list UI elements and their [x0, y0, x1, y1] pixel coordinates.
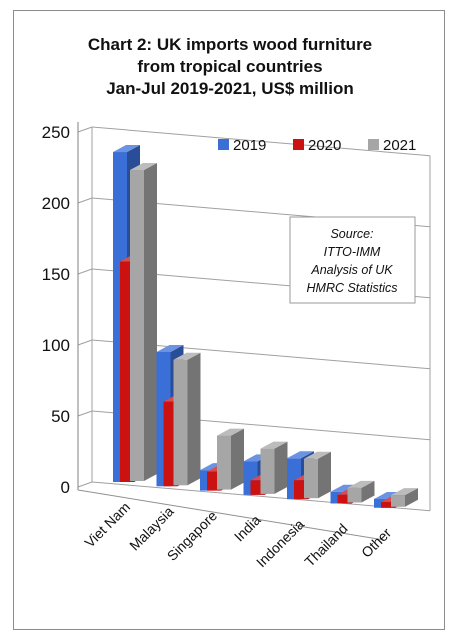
legend-swatch: [218, 139, 229, 150]
legend-label: 2019: [233, 137, 266, 154]
source-note: Source: ITTO-IMM Analysis of UK HMRC Sta…: [289, 216, 416, 304]
legend-swatch: [368, 139, 379, 150]
side-gridline: [77, 481, 93, 488]
chart-title-line-2: from tropical countries: [137, 57, 322, 76]
bar-group: [243, 441, 288, 495]
gridline: [91, 481, 431, 512]
bar-top: [113, 145, 140, 153]
legend-label: 2021: [383, 137, 416, 154]
bar-side: [144, 163, 157, 481]
source-box-border: [289, 216, 416, 304]
bar-group: [287, 451, 331, 500]
y-tick-label: 0: [61, 478, 70, 497]
bar-top: [173, 352, 201, 360]
y-axis-ticks: 0 50 100 150 200 250: [42, 123, 70, 497]
axes: [77, 122, 385, 541]
bar-group: [156, 344, 201, 487]
bar: [217, 435, 231, 490]
bar-side: [187, 352, 201, 486]
legend: 2019 2020 2021: [218, 137, 416, 154]
bar-side: [361, 480, 375, 503]
bar-top: [391, 488, 418, 496]
source-line-1: Source:: [330, 227, 373, 241]
x-category-label: India: [231, 512, 264, 545]
side-gridline: [77, 410, 93, 417]
bar-group: [113, 145, 157, 483]
legend-label: 2020: [308, 137, 341, 154]
bar: [130, 170, 144, 481]
bar-side: [405, 488, 418, 507]
x-axis-floor-edge: [77, 489, 385, 541]
bar: [337, 494, 352, 504]
legend-swatch: [293, 139, 304, 150]
chart-frame: [13, 10, 445, 630]
bar-top: [217, 428, 244, 436]
gridline: [91, 126, 431, 157]
y-tick-label: 200: [42, 194, 70, 213]
bar-top: [130, 163, 157, 171]
bar-top: [260, 441, 288, 449]
bar: [173, 359, 188, 486]
bars: [113, 145, 418, 508]
y-tick-label: 250: [42, 123, 70, 142]
side-gridline: [77, 268, 93, 275]
bar-side: [274, 441, 288, 494]
bar-top: [347, 480, 375, 488]
bar: [381, 501, 395, 508]
bar-top: [287, 451, 314, 459]
y-tick-label: 150: [42, 265, 70, 284]
bar-side: [231, 428, 244, 490]
chart-title-line-1: Chart 2: UK imports wood furniture: [88, 35, 372, 54]
chart-title-line-3: Jan-Jul 2019-2021, US$ million: [106, 79, 354, 98]
bar-group: [374, 488, 418, 508]
side-gridline: [77, 197, 93, 204]
bar: [391, 495, 405, 507]
bar-group: [200, 428, 244, 491]
source-line-2: ITTO-IMM: [324, 245, 381, 259]
x-category-label: Other: [358, 524, 394, 560]
chart-title: Chart 2: UK imports wood furniture from …: [88, 35, 372, 98]
y-tick-label: 50: [51, 407, 70, 426]
side-gridline: [77, 126, 93, 133]
source-line-4: HMRC Statistics: [307, 281, 398, 295]
bar-top: [156, 344, 184, 352]
side-gridline: [77, 339, 93, 346]
x-category-label: Viet Nam: [81, 499, 133, 551]
bar-side: [318, 451, 331, 499]
bar-group: [330, 480, 375, 504]
source-line-3: Analysis of UK: [310, 263, 393, 277]
bar-top: [304, 451, 331, 459]
bar: [304, 458, 318, 499]
y-tick-label: 100: [42, 336, 70, 355]
bar: [347, 487, 362, 503]
bar: [260, 448, 275, 494]
